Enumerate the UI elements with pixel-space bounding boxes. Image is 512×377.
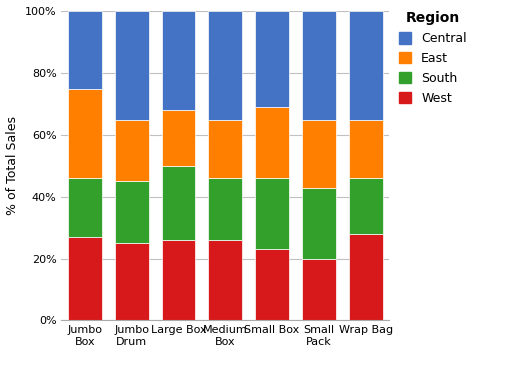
Bar	[349, 11, 382, 120]
Bar	[162, 110, 195, 166]
Bar	[162, 240, 195, 320]
Bar	[115, 11, 148, 120]
Bar	[302, 120, 336, 187]
Bar	[68, 178, 102, 237]
Bar	[255, 107, 289, 178]
Bar	[349, 234, 382, 320]
Y-axis label: % of Total Sales: % of Total Sales	[6, 116, 19, 215]
Bar	[115, 243, 148, 320]
Bar	[208, 178, 242, 240]
Bar	[162, 166, 195, 240]
Bar	[162, 11, 195, 110]
Bar	[255, 11, 289, 107]
Bar	[302, 259, 336, 320]
Bar	[349, 120, 382, 178]
Bar	[68, 89, 102, 178]
Bar	[68, 11, 102, 89]
Bar	[208, 120, 242, 178]
Bar	[302, 11, 336, 120]
Bar	[208, 11, 242, 120]
Bar	[302, 187, 336, 259]
Bar	[208, 240, 242, 320]
Bar	[68, 237, 102, 320]
Legend: Central, East, South, West: Central, East, South, West	[399, 11, 467, 105]
Bar	[255, 249, 289, 320]
Bar	[255, 178, 289, 249]
Bar	[115, 181, 148, 243]
Bar	[349, 178, 382, 234]
Bar	[115, 120, 148, 181]
